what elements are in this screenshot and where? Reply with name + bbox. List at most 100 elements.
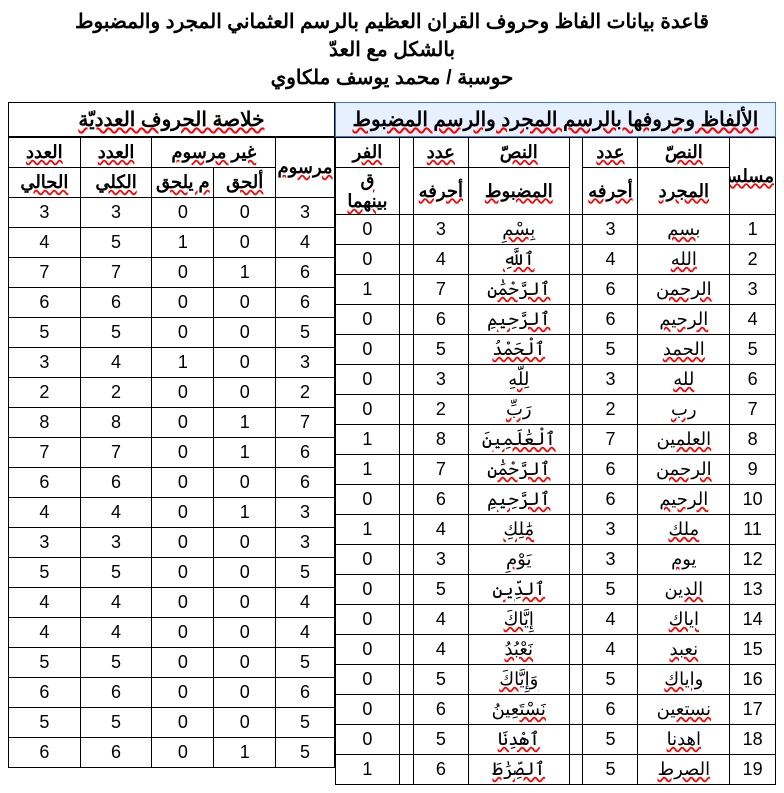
cell-diac-text: ٱلْعَٰلَمِينَ bbox=[468, 425, 569, 455]
hdr-notdrawn: غير مرسوم bbox=[152, 138, 276, 168]
cell-plain-count: 2 bbox=[583, 395, 638, 425]
hdr-diac-text-top: النصّ bbox=[468, 138, 569, 168]
hdr-cur-bot: الحالي bbox=[9, 168, 81, 198]
cell-diac-text: رَبِّ bbox=[468, 395, 569, 425]
gap bbox=[569, 635, 583, 665]
cell-drawn: 6 bbox=[276, 288, 335, 318]
table-row: 60066 bbox=[9, 678, 335, 708]
cell-diac-text: ٱلرَّحْمَٰنِ bbox=[468, 455, 569, 485]
cell-diac-text: إِيَّاكَ bbox=[468, 605, 569, 635]
cell-total: 7 bbox=[80, 438, 152, 468]
cell-drawn: 6 bbox=[276, 678, 335, 708]
hdr-total-bot: الكلي bbox=[80, 168, 152, 198]
cell-plain-count: 5 bbox=[583, 335, 638, 365]
gap bbox=[400, 335, 414, 365]
cell-total: 4 bbox=[80, 348, 152, 378]
cell-s1: 0 bbox=[214, 228, 276, 258]
hdr-plain-count-bot: أحرفه bbox=[583, 168, 638, 215]
cell-plain-text: الرحيم bbox=[638, 485, 730, 515]
cell-total: 5 bbox=[80, 318, 152, 348]
table-row: 50055 bbox=[9, 648, 335, 678]
cell-drawn: 3 bbox=[276, 528, 335, 558]
gap bbox=[569, 455, 583, 485]
cell-s2: 0 bbox=[152, 648, 214, 678]
hdr-diac-text-bot: المضبوط bbox=[468, 168, 569, 215]
cell-s1: 0 bbox=[214, 528, 276, 558]
cell-drawn: 6 bbox=[276, 468, 335, 498]
gap bbox=[569, 335, 583, 365]
cell-seq: 3 bbox=[730, 275, 776, 305]
cell-diac-text: ٱلرَّحِيمِ bbox=[468, 305, 569, 335]
gap bbox=[400, 138, 414, 215]
cell-total: 6 bbox=[80, 288, 152, 318]
cell-current: 2 bbox=[9, 378, 81, 408]
cell-current: 5 bbox=[9, 648, 81, 678]
cell-diff: 1 bbox=[335, 425, 399, 455]
cell-plain-text: الرحمن bbox=[638, 455, 730, 485]
cell-total: 5 bbox=[80, 558, 152, 588]
cell-s2: 1 bbox=[152, 228, 214, 258]
cell-s2: 0 bbox=[152, 618, 214, 648]
gap bbox=[569, 245, 583, 275]
cell-plain-count: 7 bbox=[583, 425, 638, 455]
gap bbox=[400, 305, 414, 335]
cell-current: 3 bbox=[9, 198, 81, 228]
gap bbox=[569, 365, 583, 395]
cell-diff: 0 bbox=[335, 665, 399, 695]
cell-plain-text: بسم bbox=[638, 215, 730, 245]
gap bbox=[400, 425, 414, 455]
gap bbox=[400, 515, 414, 545]
cell-total: 4 bbox=[80, 498, 152, 528]
cell-total: 2 bbox=[80, 378, 152, 408]
cell-diff: 0 bbox=[335, 335, 399, 365]
cell-drawn: 7 bbox=[276, 408, 335, 438]
gap bbox=[400, 395, 414, 425]
cell-total: 3 bbox=[80, 528, 152, 558]
cell-current: 4 bbox=[9, 228, 81, 258]
cell-diac-count: 4 bbox=[413, 635, 468, 665]
table-row: 13الدين5ٱلدِّينِ50 bbox=[335, 575, 775, 605]
cell-diac-text: نَسْتَعِينُ bbox=[468, 695, 569, 725]
gap bbox=[400, 275, 414, 305]
table-row: 61077 bbox=[9, 438, 335, 468]
cell-s1: 0 bbox=[214, 708, 276, 738]
cell-plain-text: يوم bbox=[638, 545, 730, 575]
gap bbox=[569, 515, 583, 545]
cell-current: 4 bbox=[9, 498, 81, 528]
cell-plain-count: 5 bbox=[583, 575, 638, 605]
table-row: 60066 bbox=[9, 468, 335, 498]
title-line-3: حوسبة / محمد يوسف ملكاوي bbox=[8, 64, 776, 92]
gap bbox=[400, 605, 414, 635]
gap bbox=[400, 635, 414, 665]
cell-plain-text: لله bbox=[638, 365, 730, 395]
cell-diac-count: 6 bbox=[413, 305, 468, 335]
cell-diac-text: لِلَّهِ bbox=[468, 365, 569, 395]
cell-diac-count: 6 bbox=[413, 695, 468, 725]
cell-diff: 1 bbox=[335, 275, 399, 305]
cell-diac-text: نَعْبُدُ bbox=[468, 635, 569, 665]
cell-total: 3 bbox=[80, 198, 152, 228]
hdr-sub1: ألحق bbox=[214, 168, 276, 198]
cell-diac-text: ٱلرَّحِيمِ bbox=[468, 485, 569, 515]
tables-wrap: الألفاظ وحروفها بالرسم المجرد والرسم الم… bbox=[8, 102, 776, 785]
cell-current: 3 bbox=[9, 348, 81, 378]
cell-plain-count: 6 bbox=[583, 455, 638, 485]
cell-plain-count: 6 bbox=[583, 485, 638, 515]
table-row: 5الحمد5ٱلْحَمْدُ50 bbox=[335, 335, 775, 365]
cell-seq: 8 bbox=[730, 425, 776, 455]
cell-s2: 0 bbox=[152, 408, 214, 438]
gap bbox=[569, 395, 583, 425]
gap bbox=[569, 485, 583, 515]
hdr-diff-top: الفر bbox=[335, 138, 399, 168]
table-row: 12يوم3يَوْمِ30 bbox=[335, 545, 775, 575]
table-row: 30033 bbox=[9, 198, 335, 228]
cell-drawn: 4 bbox=[276, 588, 335, 618]
cell-s1: 0 bbox=[214, 648, 276, 678]
cell-s1: 0 bbox=[214, 678, 276, 708]
cell-seq: 4 bbox=[730, 305, 776, 335]
cell-s2: 0 bbox=[152, 378, 214, 408]
cell-diac-count: 6 bbox=[413, 485, 468, 515]
gap bbox=[400, 365, 414, 395]
cell-seq: 13 bbox=[730, 575, 776, 605]
cell-s1: 0 bbox=[214, 618, 276, 648]
